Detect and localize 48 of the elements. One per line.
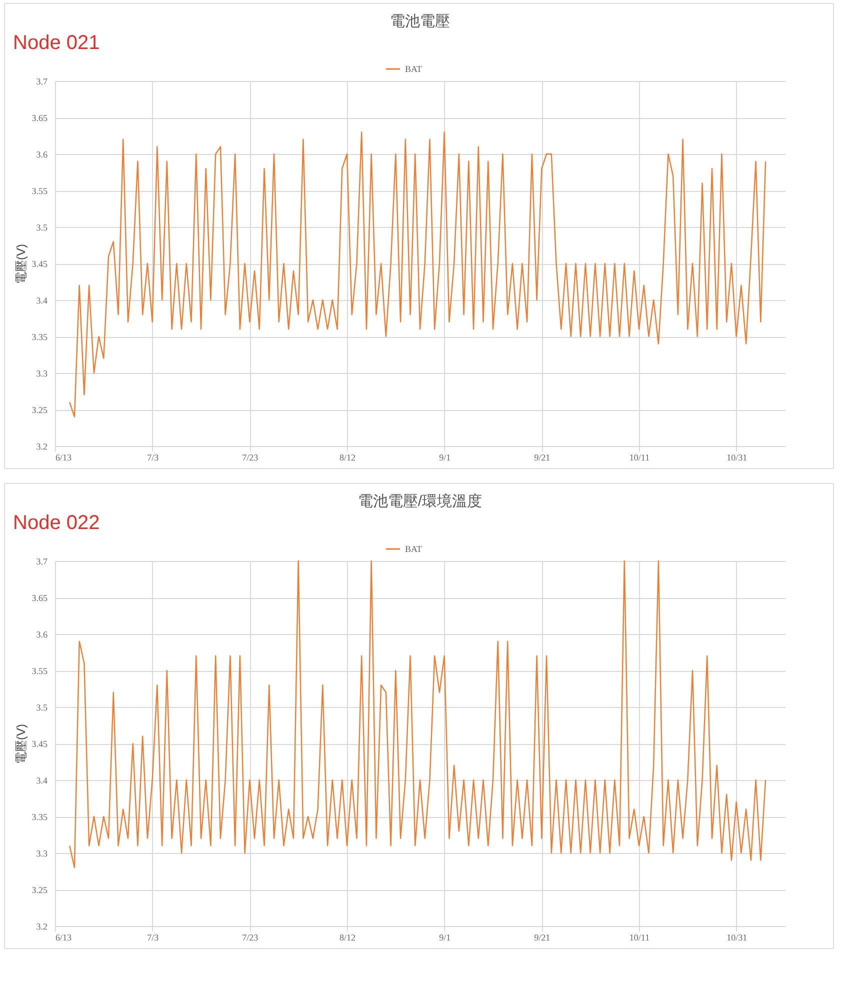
x-tick-label: 7/23 xyxy=(242,452,259,462)
y-tick-label: 3.55 xyxy=(32,186,48,196)
y-tick-label: 3.7 xyxy=(36,556,48,566)
y-tick-label: 3.3 xyxy=(36,848,48,858)
y-tick-label: 3.4 xyxy=(36,776,48,786)
x-tick-label: 6/13 xyxy=(56,932,72,942)
legend-label: BAT xyxy=(405,544,423,554)
x-tick-label: 10/31 xyxy=(726,452,748,462)
y-tick-label: 3.2 xyxy=(36,442,48,452)
y-tick-label: 3.6 xyxy=(36,630,48,640)
y-tick-label: 3.5 xyxy=(36,222,48,232)
x-tick-label: 6/13 xyxy=(56,452,72,462)
x-tick-label: 10/31 xyxy=(726,932,748,942)
x-tick-label: 7/3 xyxy=(147,452,160,462)
x-tick-label: 10/11 xyxy=(629,932,650,942)
y-tick-label: 3.55 xyxy=(32,666,48,676)
y-tick-label: 3.6 xyxy=(36,150,48,160)
y-tick-label: 3.35 xyxy=(32,332,48,342)
chart-title: 電池電壓 xyxy=(390,13,450,30)
text: Node 022 xyxy=(13,512,100,534)
y-tick-label: 3.2 xyxy=(36,922,48,932)
x-tick-label: 7/23 xyxy=(242,932,259,942)
text: Node 021 xyxy=(13,32,100,54)
legend-label: BAT xyxy=(405,64,423,74)
x-tick-label: 7/3 xyxy=(147,932,160,942)
chart-title: 電池電壓/環境溫度 xyxy=(358,493,482,510)
x-tick-label: 9/1 xyxy=(439,452,451,462)
line-series xyxy=(69,132,766,418)
y-tick-label: 3.65 xyxy=(32,113,48,123)
y-tick-label: 3.3 xyxy=(36,368,48,378)
y-tick-label: 3.4 xyxy=(36,296,48,306)
y-tick-label: 3.25 xyxy=(32,885,48,895)
y-tick-label: 3.7 xyxy=(36,76,48,86)
y-tick-label: 3.45 xyxy=(32,739,48,749)
x-tick-label: 8/12 xyxy=(339,452,356,462)
y-tick-label: 3.25 xyxy=(32,405,48,415)
x-tick-label: 9/1 xyxy=(439,932,451,942)
y-tick-label: 3.35 xyxy=(32,812,48,822)
y-axis-title: 電壓(V) xyxy=(14,244,28,284)
x-tick-label: 8/12 xyxy=(339,932,356,942)
y-tick-label: 3.5 xyxy=(36,702,48,712)
y-tick-label: 3.65 xyxy=(32,593,48,603)
x-tick-label: 9/21 xyxy=(534,932,550,942)
x-tick-label: 9/21 xyxy=(534,452,550,462)
line-series xyxy=(69,560,766,868)
y-axis-title: 電壓(V) xyxy=(14,724,28,764)
y-tick-label: 3.45 xyxy=(32,259,48,269)
x-tick-label: 10/11 xyxy=(629,452,650,462)
